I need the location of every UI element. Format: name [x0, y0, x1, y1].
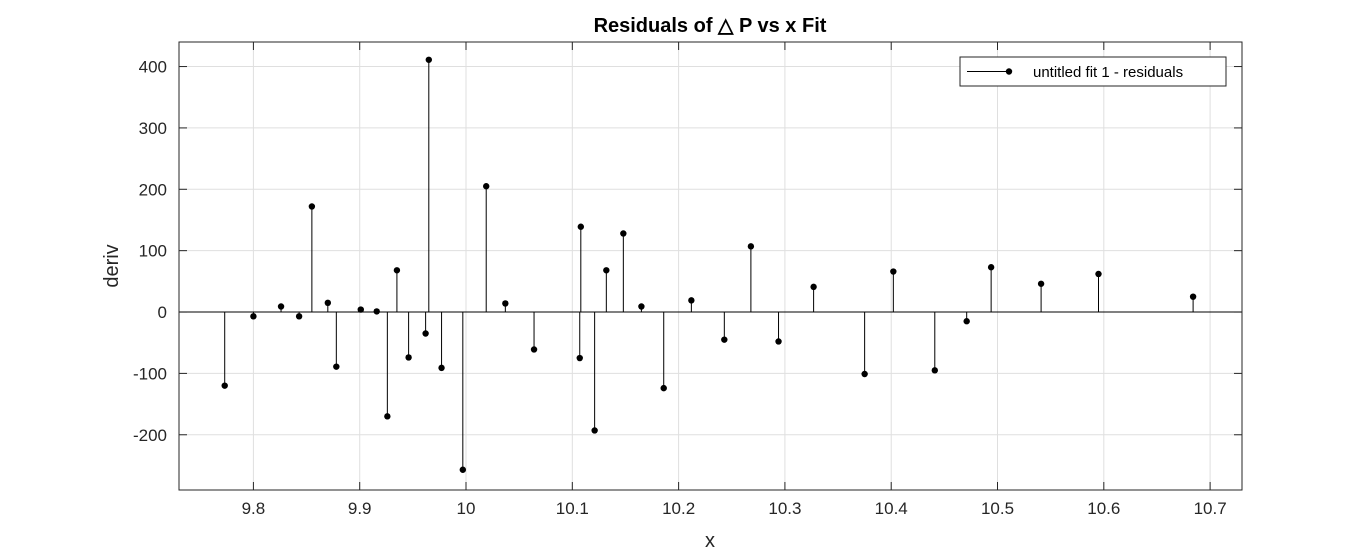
chart-title: Residuals of △ P vs x Fit — [594, 15, 827, 37]
stem-marker — [688, 297, 695, 304]
stem-marker — [483, 183, 490, 190]
stem-marker — [250, 313, 257, 320]
x-tick-label: 10.2 — [662, 499, 695, 518]
stem-marker — [931, 367, 938, 374]
stem-marker — [1189, 293, 1197, 300]
stem-marker — [576, 354, 583, 362]
stem-marker — [861, 370, 868, 378]
y-tick-label: 200 — [139, 180, 167, 199]
stem-marker — [591, 427, 598, 434]
stem-marker — [221, 382, 228, 389]
stem-marker — [277, 303, 285, 310]
x-tick-label: 10.4 — [875, 499, 908, 518]
stem-marker — [373, 308, 380, 315]
stem-markers — [221, 56, 1197, 473]
stem-marker — [721, 336, 728, 343]
stem-marker — [660, 384, 667, 392]
stem-marker — [295, 313, 303, 320]
y-tick-labels: -200 -100 0 100 200 300 400 — [133, 58, 167, 445]
stem-marker — [1037, 280, 1045, 287]
x-tick-label: 10.6 — [1087, 499, 1120, 518]
stem-marker — [502, 300, 509, 307]
x-axis-label: x — [705, 530, 715, 552]
stem-marker — [438, 364, 445, 372]
stem-marker — [459, 466, 467, 473]
x-tick-label: 10.5 — [981, 499, 1014, 518]
x-tick-label: 10 — [457, 499, 476, 518]
legend: untitled fit 1 - residuals — [959, 56, 1227, 87]
stem-marker — [422, 330, 429, 337]
stem-marker — [405, 354, 412, 361]
legend-marker-icon — [1005, 68, 1013, 75]
plot-area — [179, 42, 1242, 490]
y-tick-label: 0 — [158, 303, 167, 322]
stem-marker — [530, 346, 538, 353]
y-tick-label: 400 — [139, 58, 167, 77]
y-tick-label: -100 — [133, 364, 167, 383]
stem-marker — [620, 230, 627, 237]
x-tick-label: 9.9 — [348, 499, 372, 518]
x-tick-label: 10.3 — [768, 499, 801, 518]
stem-marker — [775, 338, 782, 345]
plot-frame — [178, 41, 1243, 491]
stem-marker — [810, 283, 817, 291]
stem-marker — [638, 303, 645, 310]
stem-marker — [603, 267, 610, 274]
stem-marker — [308, 203, 316, 210]
y-tick-label: 100 — [139, 242, 167, 261]
stem-marker — [987, 264, 995, 271]
stem-marker — [1095, 270, 1102, 278]
stem-lines — [224, 59, 1194, 470]
stem-marker — [324, 299, 332, 307]
x-tick-labels: 9.8 9.9 10 10.1 10.2 10.3 10.4 10.5 10.6 10.7 — [242, 499, 1227, 518]
x-tick-label: 10.7 — [1194, 499, 1227, 518]
legend-entry-label: untitled fit 1 - residuals — [1033, 64, 1183, 81]
grid — [179, 42, 1242, 490]
stem-marker — [393, 267, 401, 274]
stem-marker — [963, 318, 970, 325]
stem-marker — [890, 268, 897, 275]
y-tick-label: 300 — [139, 119, 167, 138]
stem-marker — [425, 56, 433, 63]
y-tick-label: -200 — [133, 426, 167, 445]
x-tick-label: 9.8 — [242, 499, 266, 518]
x-tick-label: 10.1 — [556, 499, 589, 518]
stem-marker — [577, 223, 585, 230]
stem-marker — [747, 243, 755, 250]
stem-marker — [333, 363, 340, 370]
stem-marker — [357, 306, 364, 313]
stem-marker — [384, 413, 391, 420]
y-axis-label: deriv — [101, 244, 123, 287]
